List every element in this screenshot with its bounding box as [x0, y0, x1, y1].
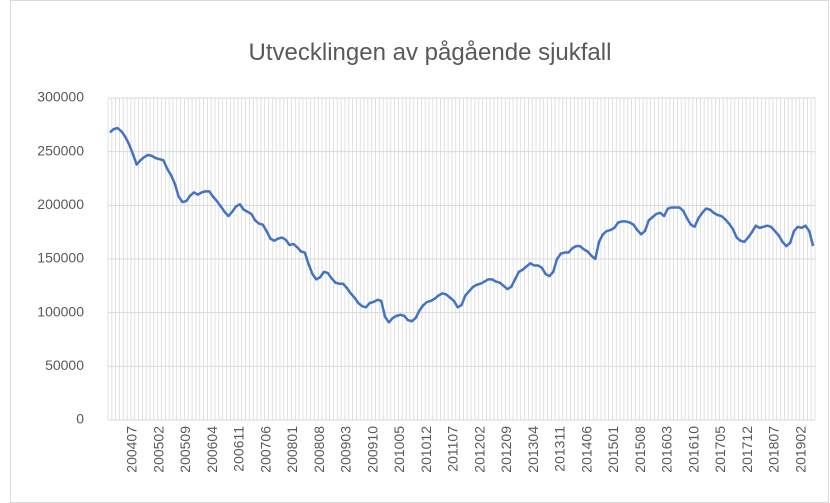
x-tick-label: 201603 — [659, 426, 675, 473]
x-tick-label: 201902 — [792, 426, 808, 473]
chart-border — [10, 0, 829, 503]
x-tick-label: 201107 — [445, 426, 461, 472]
x-tick-label: 201012 — [418, 426, 434, 473]
x-tick-label: 200801 — [284, 426, 300, 473]
y-tick-label: 300000 — [37, 89, 84, 105]
x-tick-label: 201610 — [685, 426, 701, 473]
y-tick-label: 100000 — [37, 303, 84, 319]
x-tick-label: 201508 — [632, 426, 648, 473]
x-tick-label: 201501 — [605, 426, 621, 473]
y-tick-label: 200000 — [37, 196, 84, 212]
x-tick-label: 200808 — [311, 426, 327, 473]
x-tick-label: 200706 — [257, 426, 273, 473]
x-tick-label: 200407 — [124, 426, 140, 473]
x-tick-label: 201406 — [578, 426, 594, 473]
x-tick-label: 200611 — [231, 426, 247, 472]
y-tick-label: 150000 — [37, 250, 84, 266]
x-tick-label: 201311 — [552, 426, 568, 472]
x-tick-label: 201712 — [739, 426, 755, 473]
x-tick-label: 200903 — [338, 426, 354, 473]
x-tick-label: 200604 — [204, 426, 220, 473]
x-tick-label: 200502 — [150, 426, 166, 473]
chart-title: Utvecklingen av pågående sjukfall — [249, 39, 612, 66]
x-tick-label: 200910 — [364, 426, 380, 473]
y-tick-label: 250000 — [37, 142, 84, 158]
x-tick-label: 201705 — [712, 426, 728, 473]
data-line — [109, 126, 815, 324]
x-tick-label: 201209 — [498, 426, 514, 473]
y-tick-label: 0 — [76, 411, 84, 427]
x-tick-label: 200509 — [177, 426, 193, 473]
x-tick-label: 201005 — [391, 426, 407, 473]
x-tick-label: 201202 — [471, 426, 487, 473]
x-tick-label: 201304 — [525, 426, 541, 473]
x-tick-label: 201807 — [766, 426, 782, 473]
y-tick-label: 50000 — [45, 357, 84, 373]
